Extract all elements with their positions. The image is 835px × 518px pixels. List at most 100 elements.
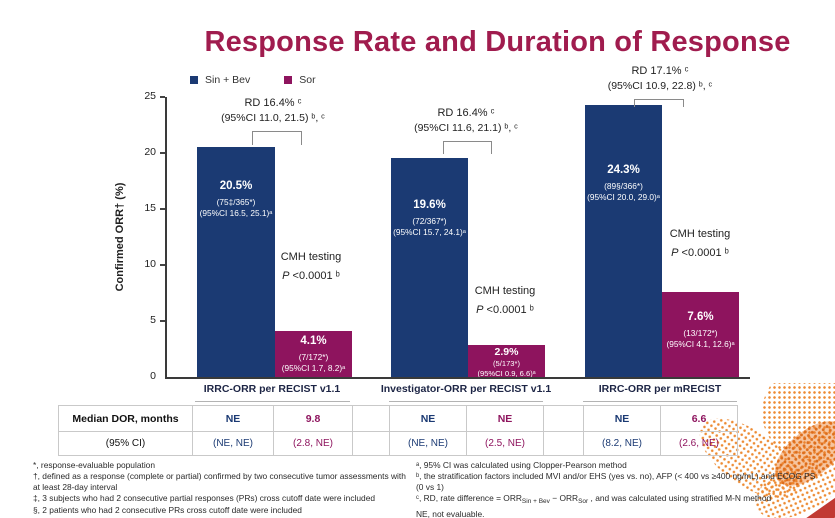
rd-annotation-group1: RD 16.4% ᶜ (95%CI 11.0, 21.5) ᵇ, ᶜ — [163, 96, 383, 126]
table-cell: (8.2, NE) — [583, 431, 661, 456]
bar-sin-bev-investigator: 19.6% (72/367*) (95%CI 15.7, 24.1)ᵃ — [391, 157, 468, 377]
formula-post: , and was calculated using stratified M-… — [588, 493, 772, 504]
footnote: §, 2 patients who had 2 consecutive PRs … — [33, 504, 302, 515]
y-tickmark — [160, 264, 165, 266]
p-symbol: P — [671, 247, 679, 259]
bar-n-label: (75‡/365*) — [216, 197, 256, 208]
formula-pre: ᶜ, RD, rate difference = ORR — [416, 493, 522, 504]
y-tick-10: 10 — [144, 258, 156, 270]
table-cell: (NE, NE) — [192, 431, 274, 456]
footnote-rd-formula: ᶜ, RD, rate difference = ORRSin + Bev − … — [416, 493, 818, 508]
bar-ci-label: (95%CI 15.7, 24.1)ᵃ — [393, 226, 466, 237]
rd-annotation-group2: RD 16.4% ᶜ (95%CI 11.6, 21.1) ᵇ, ᶜ — [356, 106, 576, 136]
rd-value: RD 17.1% ᶜ — [631, 65, 689, 77]
footnotes-left: *, response-evaluable population †, defi… — [33, 460, 411, 516]
legend-item-sor: Sor — [284, 74, 316, 86]
y-axis-label: Confirmed ORR† (%) — [114, 182, 126, 292]
p-number: <0.0001 ᵇ — [289, 270, 340, 282]
category-underline — [195, 401, 350, 402]
bar-n-label: (13/172*) — [683, 327, 718, 338]
table-cell: NE — [192, 405, 274, 432]
dor-table: Median DOR, months NE 9.8 NE NE NE 6.6 (… — [58, 405, 738, 456]
table-cell: (2.8, NE) — [273, 431, 353, 456]
bar-sor-investigator: 2.9% (5/173*) (95%CI 0.9, 6.6)ᵃ — [468, 344, 545, 378]
bar-value-label: 19.6% — [413, 198, 446, 211]
bar-sin-bev-irrc-recist: 20.5% (75‡/365*) (95%CI 16.5, 25.1)ᵃ — [197, 147, 275, 377]
table-cell: (2.5, NE) — [466, 431, 544, 456]
legend-swatch-sor-icon — [284, 76, 293, 84]
p-symbol: P — [476, 304, 484, 316]
table-cell: NE — [466, 405, 544, 432]
bar-n-label: (7/172*) — [298, 352, 329, 363]
bar-value-label: 2.9% — [494, 345, 519, 358]
bar-value-label: 4.1% — [300, 335, 327, 348]
bar-sor-mrecist: 7.6% (13/172*) (95%CI 4.1, 12.6)ᵃ — [662, 291, 739, 377]
table-spacer-cell — [352, 405, 390, 432]
cmh-title: CMH testing — [280, 251, 342, 263]
footnote: ᵃ, 95% CI was calculated using Clopper-P… — [416, 460, 627, 470]
bar-label-stack: 2.9% (5/173*) (95%CI 0.9, 6.6)ᵃ — [468, 345, 545, 378]
bar-label-stack: 7.6% (13/172*) (95%CI 4.1, 12.6)ᵃ — [662, 292, 739, 350]
bar-chart-plot-area: 20.5% (75‡/365*) (95%CI 16.5, 25.1)ᵃ 4.1… — [165, 97, 750, 379]
p-number: <0.0001 ᵇ — [483, 304, 534, 316]
cmh-note-group3: CMH testing P <0.0001 ᵇ — [635, 225, 765, 263]
category-label-mrecist: IRRC-ORR per mRECIST — [598, 383, 722, 395]
rd-bracket-group2 — [443, 141, 492, 154]
category-label-investigator: Investigator-ORR per RECIST v1.1 — [380, 383, 552, 395]
bar-label-stack: 19.6% (72/367*) (95%CI 15.7, 24.1)ᵃ — [391, 158, 468, 238]
footnote: *, response-evaluable population — [33, 460, 155, 470]
bar-value-label: 24.3% — [607, 163, 640, 176]
y-tickmark — [160, 208, 165, 210]
category-underline — [583, 401, 737, 402]
category-label-irrc-recist: IRRC-ORR per RECIST v1.1 — [203, 383, 341, 395]
rd-value: RD 16.4% ᶜ — [437, 107, 495, 119]
cmh-title: CMH testing — [474, 285, 536, 297]
cmh-note-group1: CMH testing P <0.0001 ᵇ — [246, 248, 376, 286]
legend-label-sor: Sor — [299, 74, 316, 86]
formula-sub2: Sor — [578, 498, 589, 506]
rd-bracket-group1 — [252, 131, 302, 145]
bar-sin-bev-mrecist: 24.3% (89§/366*) (95%CI 20.0, 29.0)ᵃ — [585, 104, 662, 377]
y-tick-15: 15 — [144, 202, 156, 214]
legend-label-sin-bev: Sin + Bev — [205, 74, 251, 86]
formula-mid: − ORR — [549, 493, 579, 504]
corner-decoration — [685, 383, 835, 518]
footnotes-right: ᵃ, 95% CI was calculated using Clopper-P… — [416, 460, 818, 518]
table-row-95ci: (95% CI) (NE, NE) (2.8, NE) (NE, NE) (2.… — [58, 431, 738, 456]
p-number: <0.0001 ᵇ — [678, 247, 729, 259]
bar-value-label: 7.6% — [687, 310, 714, 323]
row-label: (95% CI) — [58, 431, 193, 456]
y-tickmark — [160, 320, 165, 322]
bar-ci-label: (95%CI 1.7, 8.2)ᵃ — [281, 363, 346, 374]
y-tick-5: 5 — [150, 314, 156, 326]
y-tickmark — [160, 96, 165, 98]
cmh-p-value: P <0.0001 ᵇ — [440, 301, 570, 320]
cmh-note-group2: CMH testing P <0.0001 ᵇ — [440, 282, 570, 320]
footnote: †, defined as a response (complete or pa… — [33, 471, 406, 493]
rd-ci: (95%CI 10.9, 22.8) ᵇ, ᶜ — [607, 80, 713, 92]
bar-n-label: (5/173*) — [492, 358, 521, 368]
footnote: ᵇ, the stratification factors included M… — [416, 471, 816, 493]
rd-value: RD 16.4% ᶜ — [244, 97, 302, 109]
rd-annotation-group3: RD 17.1% ᶜ (95%CI 10.9, 22.8) ᵇ, ᶜ — [550, 64, 770, 94]
table-spacer-cell — [543, 405, 584, 432]
bar-ci-label: (95%CI 20.0, 29.0)ᵃ — [587, 191, 660, 202]
rd-ci: (95%CI 11.0, 21.5) ᵇ, ᶜ — [221, 112, 325, 124]
table-row-median-dor: Median DOR, months NE 9.8 NE NE NE 6.6 — [58, 405, 738, 432]
table-spacer-cell — [352, 431, 390, 456]
table-cell: (NE, NE) — [389, 431, 467, 456]
bar-value-label: 20.5% — [219, 180, 253, 193]
bar-label-stack: 24.3% (89§/366*) (95%CI 20.0, 29.0)ᵃ — [585, 105, 662, 203]
y-tick-25: 25 — [144, 90, 156, 102]
legend-swatch-sin-bev-icon — [190, 76, 198, 84]
category-underline — [389, 401, 543, 402]
rd-ci: (95%CI 11.6, 21.1) ᵇ, ᶜ — [414, 122, 518, 134]
table-cell: 6.6 — [660, 405, 738, 432]
bar-sor-irrc-recist: 4.1% (7/172*) (95%CI 1.7, 8.2)ᵃ — [275, 331, 352, 377]
y-tick-0: 0 — [150, 370, 156, 382]
cmh-p-value: P <0.0001 ᵇ — [635, 244, 765, 263]
cmh-title: CMH testing — [669, 228, 731, 240]
bar-ci-label: (95%CI 0.9, 6.6)ᵃ — [477, 368, 536, 378]
chart-legend: Sin + Bev Sor — [190, 74, 316, 86]
